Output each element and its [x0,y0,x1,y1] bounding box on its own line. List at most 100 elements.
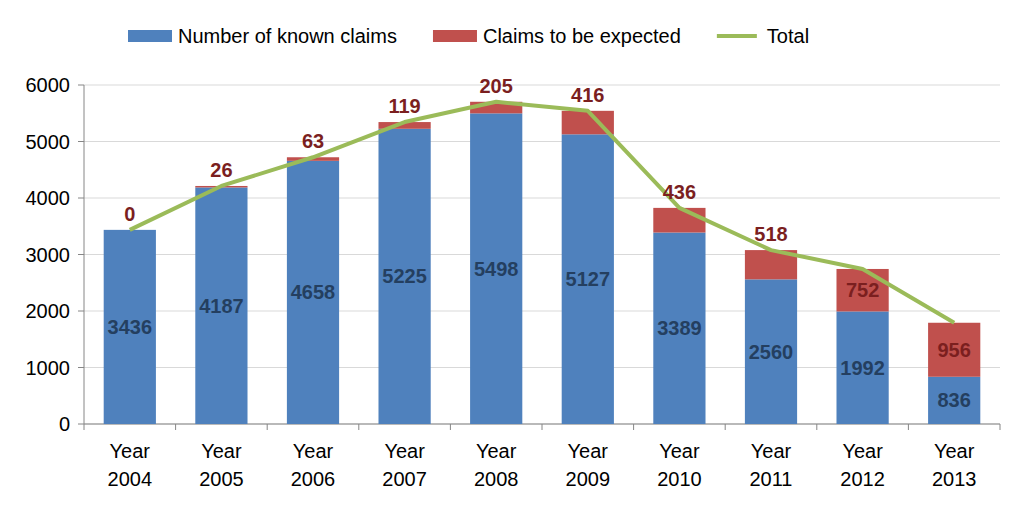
legend: Number of known claims Claims to be expec… [128,25,809,47]
bar [928,323,980,377]
y-tick [78,141,84,142]
x-tick-label-line: 2005 [199,468,244,490]
legend-label: Number of known claims [178,25,397,47]
x-tick-label-line: Year [659,440,700,462]
x-tick-label-line: Year [568,440,609,462]
x-tick-label: Year 2006 [291,440,336,490]
data-label: 4187 [199,295,244,317]
x-tick-label-line: 2008 [474,468,519,490]
legend-swatch [433,30,477,42]
x-tick-label-line: Year [751,440,792,462]
x-tick-label: Year 2010 [657,440,702,490]
data-label: 836 [938,389,971,411]
x-tick-label: Year 2005 [199,440,244,490]
x-tick-label-line: 2013 [932,468,977,490]
x-tick [358,424,359,430]
background [0,0,1024,514]
data-label: 1992 [840,357,885,379]
chart: 0 1000 2000 3000 4000 5000 6000 Year 2004 Year 200… [0,0,1024,514]
y-tick-label: 5000 [26,131,71,153]
bar [836,311,888,424]
x-tick-label: Year 2008 [474,440,519,490]
data-label: 2560 [749,341,794,363]
data-label: 5498 [474,258,519,280]
x-tick-label-line: 2007 [382,468,427,490]
x-tick-label-line: 2009 [566,468,611,490]
x-tick-label-line: 2012 [840,468,885,490]
bar [195,187,247,424]
x-tick-label: Year 2004 [108,440,153,490]
bar [836,269,888,311]
x-tick [725,424,726,430]
y-tick-label: 1000 [26,357,71,379]
x-tick [908,424,909,430]
data-label: 5225 [382,265,427,287]
x-tick-label-line: 2011 [749,468,792,490]
x-tick [542,424,543,430]
y-tick-label: 3000 [26,244,71,266]
x-tick-label-line: Year [201,440,242,462]
bar [928,377,980,424]
x-tick-label-line: Year [934,440,975,462]
data-label: 436 [663,181,696,203]
legend-label: Claims to be expected [483,25,681,47]
x-tick [175,424,176,430]
y-tick-label: 2000 [26,300,71,322]
total-line [130,102,954,323]
legend-swatch [717,34,757,38]
bar [104,230,156,424]
y-tick [78,198,84,199]
data-label: 205 [480,75,513,97]
data-label: 5127 [566,268,611,290]
data-labels: 3436 4187 4658 5225 5498 5127 3389 2560 1992 836 0… [108,75,971,412]
y-tick [78,424,84,425]
x-tick-label-line: 2010 [657,468,702,490]
x-tick-label-line: 2006 [291,468,336,490]
x-tick [1000,424,1001,430]
x-tick-label: Year 2007 [382,440,427,490]
x-tick-label-line: Year [842,440,883,462]
x-tick-label: Year 2011 [749,440,792,490]
y-tick [78,85,84,86]
data-label: 518 [754,223,787,245]
y-tick-label: 4000 [26,187,71,209]
y-tick [78,311,84,312]
bar [470,113,522,424]
x-tick [816,424,817,430]
bar [562,134,614,424]
x-tick [84,424,85,430]
bar [653,233,705,424]
data-label: 0 [124,203,135,225]
grid-line [84,85,1000,86]
legend-swatch [128,30,172,42]
data-label: 416 [571,84,604,106]
x-tick-label: Year 2013 [932,440,977,490]
x-tick-label-line: Year [293,440,334,462]
x-tick-label-line: Year [110,440,151,462]
y-tick-label: 6000 [26,74,71,96]
legend-label: Total [767,25,809,47]
data-label: 3436 [108,316,153,338]
data-label: 3389 [657,317,702,339]
x-tick-label-line: Year [476,440,517,462]
x-tick-label-line: Year [384,440,425,462]
data-label: 752 [846,279,879,301]
y-axis [84,85,85,424]
x-tick [450,424,451,430]
x-tick-label-line: 2004 [108,468,153,490]
data-label: 119 [388,95,420,117]
bar [745,279,797,424]
x-tick-label: Year 2009 [566,440,611,490]
y-tick [78,367,84,368]
data-label: 956 [938,339,971,361]
data-label: 26 [210,159,232,181]
data-label: 63 [302,130,324,152]
data-label: 4658 [291,281,336,303]
y-tick [78,254,84,255]
bar [653,208,705,233]
x-tick [267,424,268,430]
x-tick [633,424,634,430]
x-tick-label: Year 2012 [840,440,885,490]
grid-line [84,141,1000,142]
y-tick-label: 0 [59,413,70,435]
